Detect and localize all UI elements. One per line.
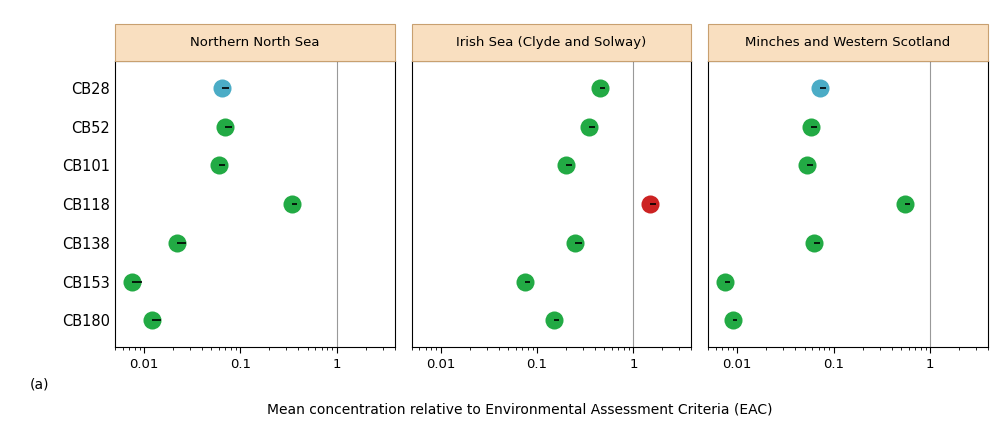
Text: (a): (a) — [30, 378, 50, 392]
Text: Mean concentration relative to Environmental Assessment Criteria (EAC): Mean concentration relative to Environme… — [267, 403, 773, 417]
FancyBboxPatch shape — [412, 24, 691, 61]
FancyBboxPatch shape — [115, 24, 395, 61]
Text: Irish Sea (Clyde and Solway): Irish Sea (Clyde and Solway) — [456, 36, 647, 49]
Text: Northern North Sea: Northern North Sea — [190, 36, 320, 49]
FancyBboxPatch shape — [708, 24, 988, 61]
Text: Minches and Western Scotland: Minches and Western Scotland — [745, 36, 951, 49]
